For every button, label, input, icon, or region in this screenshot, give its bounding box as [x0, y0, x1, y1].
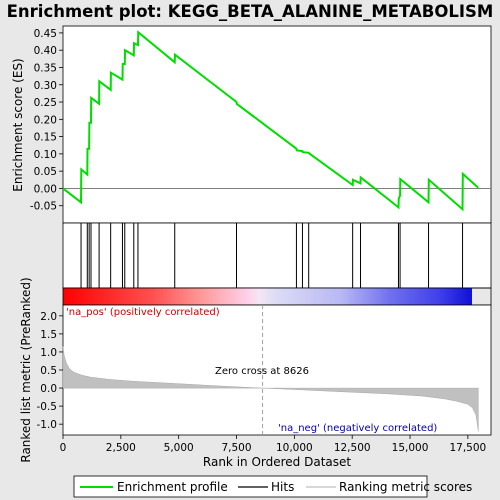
chart-title: Enrichment plot: KEGG_BETA_ALANINE_METAB…	[7, 2, 494, 21]
es-y-tick-label: 0.05	[34, 166, 57, 178]
ranking-metric-area	[62, 346, 479, 432]
x-ticks: 0 2,500 5,000 7,500 10,000 12,500 15,000 17,500	[60, 435, 486, 454]
zero-cross-label: Zero cross at 8626	[215, 366, 309, 377]
pos-label: 'na_pos' (positively correlated)	[66, 307, 220, 318]
metric-y-tick-label: 1.0	[40, 347, 57, 359]
es-y-ticks: -0.05 0.00 0.05 0.10 0.15 0.20 0.25 0.30 0.35 0.4…	[30, 28, 63, 213]
metric-y-tick-label: -0.5	[37, 401, 58, 413]
x-tick-label: 12,500	[334, 442, 371, 454]
metric-y-ticks: -1.0 -0.5 0.0 0.5 1.0 1.5 2.0	[37, 311, 63, 431]
legend-hits-label: Hits	[271, 480, 294, 494]
es-y-tick-label: 0.30	[34, 80, 57, 92]
metric-y-tick-label: 1.5	[40, 329, 57, 341]
es-y-tick-label: 0.20	[34, 114, 57, 126]
es-profile-line	[62, 30, 479, 212]
legend-profile-label: Enrichment profile	[117, 480, 228, 494]
es-y-tick-label: 0.25	[34, 97, 57, 109]
x-axis-label: Rank in Ordered Dataset	[203, 455, 351, 469]
x-tick-label: 7,500	[221, 442, 251, 454]
es-panel	[62, 25, 492, 224]
es-y-axis-label: Enrichment score (ES)	[11, 58, 25, 191]
es-y-tick-label: 0.40	[34, 45, 57, 57]
legend-metric-label: Ranking metric scores	[339, 480, 472, 494]
metric-y-tick-label: 2.0	[40, 311, 57, 323]
es-y-tick-label: 0.00	[34, 183, 57, 195]
x-tick-label: 5,000	[164, 442, 194, 454]
es-y-tick-label: -0.05	[30, 201, 57, 213]
legend: Enrichment profile Hits Ranking metric s…	[73, 475, 472, 498]
metric-y-tick-label: -1.0	[37, 419, 58, 431]
metric-panel	[62, 304, 492, 436]
es-y-tick-label: 0.35	[34, 62, 57, 74]
hits-panel	[62, 222, 492, 289]
x-tick-label: 15,000	[392, 442, 429, 454]
es-y-tick-label: 0.45	[34, 28, 57, 40]
es-y-tick-label: 0.15	[34, 132, 57, 144]
es-y-tick-label: 0.10	[34, 149, 57, 161]
x-tick-label: 0	[60, 442, 67, 454]
metric-y-axis-label: Ranked list metric (PreRanked)	[19, 277, 33, 462]
hits-group	[80, 223, 464, 288]
metric-y-tick-label: 0.0	[40, 383, 57, 395]
x-tick-label: 17,500	[449, 442, 486, 454]
rank-color-bar	[63, 288, 472, 305]
metric-y-tick-label: 0.5	[40, 365, 57, 377]
x-tick-label: 2,500	[106, 442, 136, 454]
neg-label: 'na_neg' (negatively correlated)	[278, 423, 437, 434]
x-tick-label: 10,000	[276, 442, 313, 454]
